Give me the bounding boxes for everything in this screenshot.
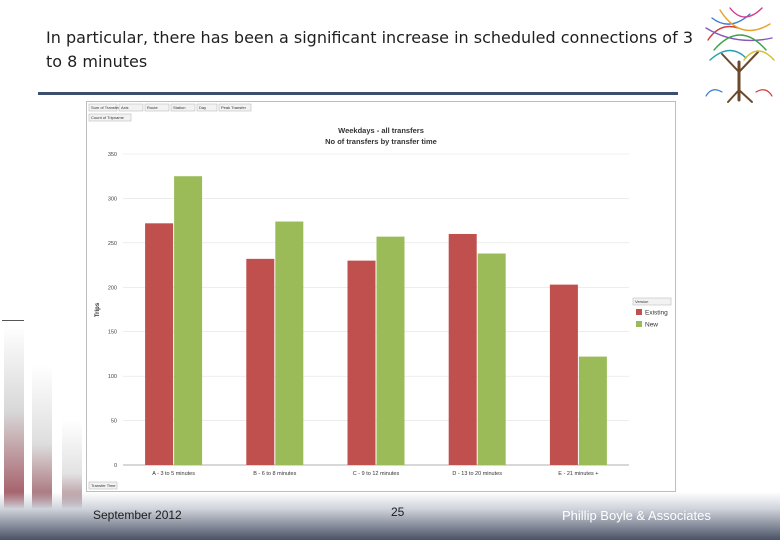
filter-button[interactable]: Station <box>170 103 196 112</box>
axis-field-label: Transfer Time <box>91 483 116 488</box>
filter-button[interactable]: Peak Transfer <box>218 103 252 112</box>
y-tick-label: 200 <box>108 285 117 291</box>
legend: Version Existing New <box>632 297 672 329</box>
footer-date: September 2012 <box>93 508 182 522</box>
filter-label: Sum of TransferTime <box>91 105 129 110</box>
filter-button[interactable]: Sum of TransferTime <box>88 103 129 112</box>
footer-band <box>0 492 780 540</box>
legend-label-existing: Existing <box>645 310 668 317</box>
bar-new <box>174 176 203 465</box>
slide-title: In particular, there has been a signific… <box>46 28 693 71</box>
pivot-chart: Sum of TransferTime Axis Route Station D… <box>86 101 676 492</box>
x-tick-label: D - 13 to 20 minutes <box>452 471 502 477</box>
x-tick-label: B - 6 to 8 minutes <box>253 471 296 477</box>
axis-field-button[interactable]: Transfer Time <box>88 481 118 490</box>
tree-network-logo-icon <box>705 7 775 103</box>
x-tick-label: E - 21 minutes + <box>558 471 598 477</box>
x-tick-label: C - 9 to 12 minutes <box>353 471 400 477</box>
y-tick-label: 50 <box>111 419 117 425</box>
bar-existing <box>448 233 477 465</box>
chart-subtitle: No of transfers by transfer time <box>325 137 437 146</box>
bars <box>145 176 607 465</box>
y-tick-label: 100 <box>108 374 117 380</box>
legend-swatch-new <box>636 321 642 327</box>
bar-existing <box>145 223 174 465</box>
values-field-label: Count of Tripname <box>91 115 125 120</box>
pivot-filter-bar: Sum of TransferTime Axis Route Station D… <box>88 103 252 122</box>
y-tick-label: 150 <box>108 330 117 336</box>
bar-new <box>376 236 405 465</box>
filter-label: Day <box>199 105 206 110</box>
filter-label: Axis <box>121 105 129 110</box>
legend-field-button[interactable]: Version <box>632 297 672 306</box>
bar-new <box>275 221 304 465</box>
filter-button[interactable]: Route <box>144 103 170 112</box>
y-tick-label: 0 <box>114 463 117 469</box>
y-tick-label: 250 <box>108 241 117 247</box>
title-divider <box>38 92 678 95</box>
filter-button[interactable]: Axis <box>118 103 144 112</box>
filter-label: Station <box>173 105 185 110</box>
y-axis-ticks: 0 50 100 150 200 250 300 350 <box>108 152 117 469</box>
page-number: 25 <box>391 505 405 519</box>
legend-swatch-existing <box>636 309 642 315</box>
x-tick-label: A - 3 to 5 minutes <box>152 471 195 477</box>
filter-label: Route <box>147 105 158 110</box>
y-tick-label: 350 <box>108 152 117 158</box>
bar-existing <box>549 284 578 465</box>
filter-label: Peak Transfer <box>221 105 247 110</box>
legend-label-new: New <box>645 322 658 329</box>
legend-field-label: Version <box>635 299 648 304</box>
x-axis-category-labels: A - 3 to 5 minutes B - 6 to 8 minutes C - … <box>152 471 598 477</box>
values-field-button[interactable]: Count of Tripname <box>88 113 132 122</box>
y-tick-label: 300 <box>108 196 117 202</box>
y-axis-label: Trips <box>95 302 101 317</box>
filter-button[interactable]: Day <box>196 103 218 112</box>
bar-new <box>477 253 506 465</box>
bar-new <box>578 356 607 465</box>
bar-existing <box>246 258 275 465</box>
footer-organization: Phillip Boyle & Associates <box>562 508 711 523</box>
stripe-accent-line <box>2 320 24 321</box>
gridlines <box>123 153 629 421</box>
bar-chart-svg: Sum of TransferTime Axis Route Station D… <box>88 103 672 490</box>
bar-existing <box>347 260 376 465</box>
stripe-bar <box>4 325 24 540</box>
chart-title: Weekdays - all transfers <box>338 126 424 135</box>
